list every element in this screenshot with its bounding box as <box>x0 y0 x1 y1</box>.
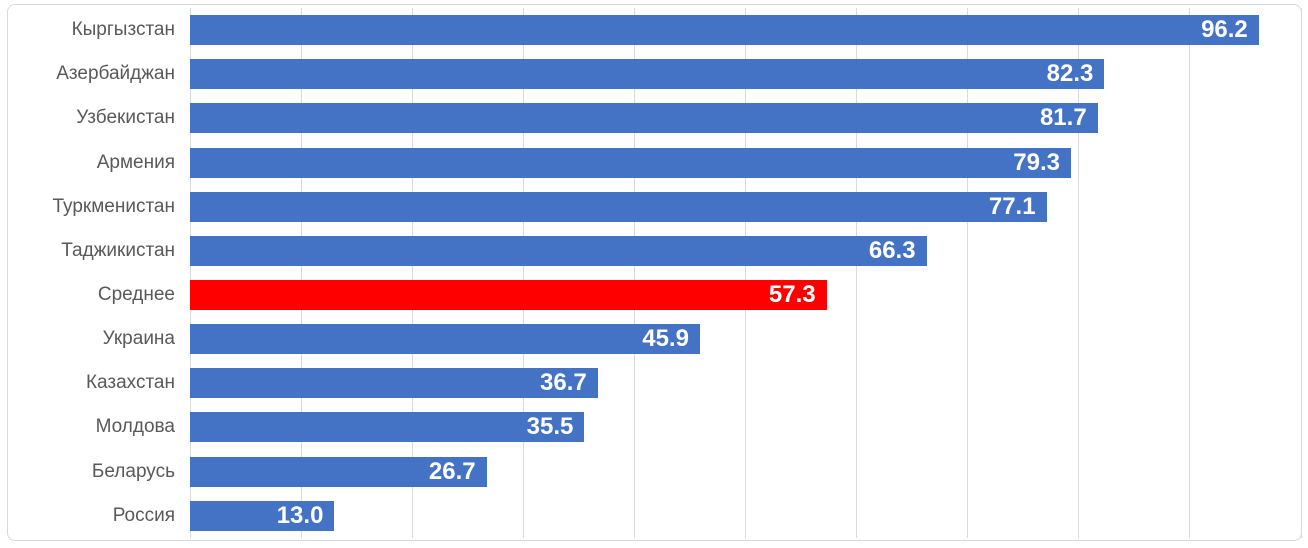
bar-row: Беларусь 26.7 <box>0 450 1301 494</box>
bar-row: Туркменистан 77.1 <box>0 185 1301 229</box>
chart-border <box>7 4 1302 541</box>
value-label: 13.0 <box>276 501 324 529</box>
gridline-10 <box>300 8 302 538</box>
bar-track: 36.7 <box>190 368 1301 399</box>
bar-row: Россия 13.0 <box>0 494 1301 538</box>
bar: 77.1 <box>190 191 1047 222</box>
category-label: Армения <box>96 151 175 173</box>
gridline-90 <box>1189 8 1191 538</box>
bar-track: 81.7 <box>190 103 1301 134</box>
bar: 26.7 <box>190 456 487 487</box>
bar-average-highlighted: 57.3 <box>190 280 827 311</box>
value-label: 79.3 <box>1013 148 1061 176</box>
gridline-60 <box>856 8 858 538</box>
gridline-40 <box>633 8 635 538</box>
value-label: 66.3 <box>868 236 916 264</box>
category-label: Украина <box>102 328 175 350</box>
gridline-70 <box>967 8 969 538</box>
gridline-50 <box>745 8 746 538</box>
bar-row: Кыргызстан 96.2 <box>0 8 1301 52</box>
plot-area <box>189 8 1302 538</box>
category-label: Среднее <box>97 284 175 306</box>
bar-track: 79.3 <box>190 147 1301 178</box>
bar: 36.7 <box>190 368 598 399</box>
category-label: Кыргызстан <box>71 19 175 41</box>
bar-track: 66.3 <box>190 235 1301 266</box>
bar-row: Азербайджан 82.3 <box>0 52 1301 96</box>
category-label: Беларусь <box>91 460 175 482</box>
bar: 13.0 <box>190 500 335 531</box>
value-label: 81.7 <box>1039 104 1087 132</box>
value-label: 57.3 <box>768 281 816 309</box>
bar-track: 96.2 <box>190 15 1301 46</box>
bar-track: 57.3 <box>190 280 1301 311</box>
gridline-80 <box>1078 8 1080 538</box>
bar-row: Казахстан 36.7 <box>0 361 1301 405</box>
gridline-100 <box>1300 8 1302 538</box>
category-label: Таджикистан <box>61 239 175 261</box>
value-label: 35.5 <box>526 413 574 441</box>
bar-row: Армения 79.3 <box>0 140 1301 184</box>
bar-track: 82.3 <box>190 59 1301 90</box>
category-label: Казахстан <box>85 372 175 394</box>
bar-track: 13.0 <box>190 500 1301 531</box>
bar-track: 45.9 <box>190 324 1301 355</box>
gridline-30 <box>522 8 524 538</box>
bars-container: Кыргызстан 96.2 Азербайджан 82.3 Узбекистан 8… <box>0 8 1301 538</box>
value-label: 45.9 <box>642 325 689 353</box>
category-label: Туркменистан <box>52 195 176 217</box>
value-label: 96.2 <box>1201 16 1248 44</box>
value-label: 82.3 <box>1046 60 1094 88</box>
bar: 45.9 <box>190 324 700 355</box>
bar-row: Таджикистан 66.3 <box>0 229 1301 273</box>
value-label: 26.7 <box>428 457 476 485</box>
category-label: Россия <box>112 504 175 526</box>
bar: 96.2 <box>190 15 1259 46</box>
bar-track: 35.5 <box>190 412 1301 443</box>
bar-row: Молдова 35.5 <box>0 405 1301 449</box>
value-label: 36.7 <box>540 369 587 397</box>
bar-track: 77.1 <box>190 191 1301 222</box>
bar: 81.7 <box>190 103 1098 134</box>
bar: 35.5 <box>190 412 585 443</box>
gridline-0 <box>189 8 191 538</box>
category-label: Узбекистан <box>76 107 175 129</box>
gridline-20 <box>411 8 413 538</box>
category-label: Азербайджан <box>56 63 175 85</box>
bar: 66.3 <box>190 235 927 266</box>
bar-row: Украина 45.9 <box>0 317 1301 361</box>
bar-track: 26.7 <box>190 456 1301 487</box>
category-label: Молдова <box>95 416 175 438</box>
bar-row: Узбекистан 81.7 <box>0 96 1301 140</box>
bar: 82.3 <box>190 59 1105 90</box>
value-label: 77.1 <box>988 192 1036 220</box>
bar-row: Среднее 57.3 <box>0 273 1301 317</box>
bar: 79.3 <box>190 147 1072 178</box>
